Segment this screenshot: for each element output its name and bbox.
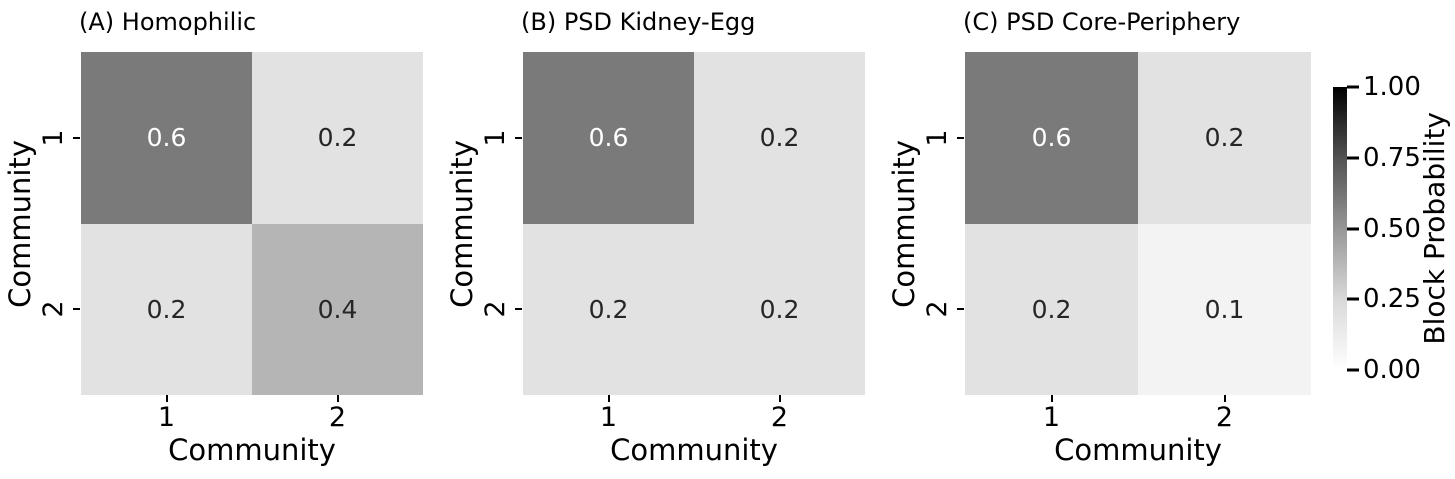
heatmap-cell: 0.2 (1138, 52, 1311, 224)
colorbar-tick-label: 1.00 (1363, 72, 1421, 102)
y-tick-label: 1 (922, 129, 953, 147)
panel-title: (C) PSD Core-Periphery (963, 8, 1241, 36)
colorbar-label: Block Probability (1418, 112, 1451, 345)
cell-value: 0.4 (317, 294, 358, 324)
x-axis-label: Community (168, 433, 336, 467)
y-tick-label: 1 (480, 129, 511, 147)
y-axis-label: Community (887, 139, 921, 308)
x-tick-label: 2 (1215, 402, 1234, 433)
x-tick-mark (336, 395, 339, 402)
heatmap-cell: 0.4 (252, 223, 423, 395)
heatmap-cell: 0.2 (965, 223, 1138, 395)
y-tick-mark (73, 137, 80, 139)
colorbar-tick-label: 0.25 (1363, 284, 1421, 315)
cell-value: 0.6 (588, 123, 629, 153)
y-tick-mark (957, 308, 964, 310)
y-tick-label: 2 (922, 300, 953, 318)
x-tick-label: 1 (599, 402, 618, 433)
colorbar-tick-label: 0.75 (1363, 142, 1421, 173)
y-axis-label: Community (3, 139, 37, 308)
y-tick-mark (957, 137, 964, 139)
panel-title: (B) PSD Kidney-Egg (521, 8, 756, 36)
cell-value: 0.2 (759, 123, 800, 153)
y-tick-mark (515, 308, 522, 310)
x-tick-mark (607, 395, 610, 402)
colorbar-tick-mark (1347, 156, 1359, 160)
colorbar-tick-mark (1347, 227, 1359, 230)
x-axis-label: Community (1054, 433, 1222, 467)
heatmap-cell: 0.6 (523, 52, 694, 224)
y-tick-mark (73, 308, 80, 310)
x-tick-mark (1050, 395, 1053, 402)
x-tick-label: 2 (770, 402, 789, 433)
cell-value: 0.2 (317, 123, 358, 153)
heatmap-cell: 0.1 (1138, 223, 1311, 395)
colorbar-tick-mark (1347, 85, 1359, 89)
x-tick-mark (165, 395, 168, 402)
colorbar-tick-label: 0.00 (1363, 355, 1421, 385)
heatmap-cell: 0.2 (523, 223, 694, 395)
cell-value: 0.2 (588, 294, 629, 324)
cell-value: 0.1 (1204, 294, 1245, 324)
cell-value: 0.2 (1204, 123, 1245, 153)
heatmap-cell: 0.2 (694, 52, 865, 224)
heatmap: 0.6 0.2 0.2 0.1 (965, 52, 1311, 395)
x-tick-label: 1 (157, 402, 176, 433)
y-tick-label: 2 (38, 300, 69, 318)
y-tick-label: 1 (38, 129, 69, 147)
heatmap-cell: 0.6 (965, 52, 1138, 224)
y-axis-label: Community (445, 139, 479, 308)
x-tick-label: 1 (1042, 402, 1061, 433)
cell-value: 0.6 (146, 123, 187, 153)
x-tick-mark (778, 395, 781, 402)
colorbar-tick-mark (1347, 297, 1359, 301)
cell-value: 0.2 (146, 294, 187, 324)
panel-core-periphery: (C) PSD Core-Periphery Community 1 2 0.6… (887, 8, 1311, 466)
panel-title: (A) Homophilic (79, 8, 257, 36)
panel-kidney-egg: (B) PSD Kidney-Egg Community 1 2 0.6 0.2… (445, 8, 865, 466)
x-tick-mark (1223, 395, 1226, 402)
y-tick-mark (515, 137, 522, 139)
heatmap-cell: 0.2 (81, 223, 252, 395)
colorbar: 1.00 0.75 0.50 0.25 0.00 Block Probabili… (1333, 74, 1451, 383)
panel-homophilic: (A) Homophilic Community 1 2 0.6 0.2 0.2… (3, 8, 423, 466)
cell-value: 0.2 (1031, 294, 1072, 324)
colorbar-gradient (1333, 87, 1347, 370)
colorbar-tick-label: 0.50 (1363, 213, 1421, 244)
cell-value: 0.6 (1031, 123, 1072, 153)
heatmap-cell: 0.6 (81, 52, 252, 224)
x-axis-label: Community (610, 433, 778, 467)
heatmap: 0.6 0.2 0.2 0.4 (81, 52, 423, 395)
colorbar-tick-mark (1347, 368, 1359, 372)
heatmap-cell: 0.2 (252, 52, 423, 224)
heatmap-cell: 0.2 (694, 223, 865, 395)
y-tick-label: 2 (480, 300, 511, 318)
heatmap: 0.6 0.2 0.2 0.2 (523, 52, 865, 395)
x-tick-label: 2 (328, 402, 347, 433)
cell-value: 0.2 (759, 294, 800, 324)
